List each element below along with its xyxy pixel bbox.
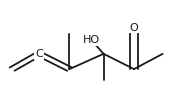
Text: O: O [130,23,138,33]
Text: C: C [35,49,43,59]
Text: HO: HO [82,35,100,45]
